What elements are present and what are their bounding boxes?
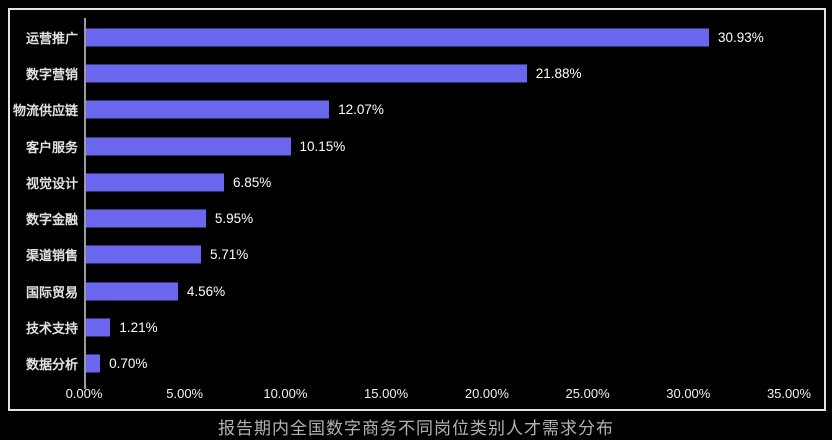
bar — [86, 281, 178, 301]
bar-row: 物流供应链 12.07% — [10, 92, 824, 128]
category-label: 数字营销 — [25, 66, 78, 82]
value-label: 12.07% — [338, 102, 384, 118]
value-label: 6.85% — [233, 174, 272, 190]
bar — [86, 63, 527, 83]
x-tick-label: 25.00% — [565, 386, 610, 401]
x-axis: 0.00% 5.00% 10.00% 15.00% 20.00% 25.00% 30.00%… — [10, 386, 824, 404]
bar-rows: 运营推广 30.93% 数字营销 21.88% 物流供应链 12.07% 客户服务 10.15… — [10, 19, 824, 382]
x-tick-label: 20.00% — [464, 386, 509, 401]
value-label: 1.21% — [119, 320, 158, 336]
bar-row: 技术支持 1.21% — [10, 309, 824, 345]
bar-row: 数据分析 0.70% — [10, 346, 824, 382]
bar-row: 数字营销 21.88% — [10, 55, 824, 91]
value-label: 10.15% — [299, 138, 346, 154]
category-label: 数字金融 — [25, 212, 78, 228]
x-tick-label: 35.00% — [766, 386, 812, 401]
value-label: 0.70% — [109, 356, 148, 372]
bar — [86, 245, 201, 265]
category-label: 运营推广 — [25, 30, 78, 46]
value-label: 4.56% — [186, 283, 226, 299]
category-label: 客户服务 — [25, 139, 78, 155]
bar — [86, 172, 224, 192]
x-tick-label: 10.00% — [263, 386, 308, 401]
x-tick-label: 30.00% — [666, 386, 711, 401]
value-label: 30.93% — [718, 29, 764, 45]
category-label: 数据分析 — [25, 357, 78, 373]
bar — [86, 318, 111, 338]
category-label: 国际贸易 — [25, 284, 78, 300]
chart-frame: 运营推广 30.93% 数字营销 21.88% 物流供应链 12.07% 客户服务 10.15… — [8, 8, 826, 411]
value-label: 5.95% — [214, 211, 254, 227]
category-label: 渠道销售 — [25, 248, 78, 264]
bar-row: 数字金融 5.95% — [10, 200, 824, 236]
bar-row: 国际贸易 4.56% — [10, 273, 824, 309]
chart-title: 报告期内全国数字商务不同岗位类别人才需求分布 — [218, 419, 614, 438]
x-tick-label: 15.00% — [364, 386, 409, 401]
bar-row: 客户服务 10.15% — [10, 128, 824, 164]
bar — [86, 100, 330, 120]
bar — [86, 27, 709, 47]
value-label: 5.71% — [210, 247, 249, 263]
bar — [86, 209, 206, 229]
x-tick-label: 5.00% — [166, 386, 204, 401]
bar-row: 视觉设计 6.85% — [10, 164, 824, 200]
y-axis-line — [84, 18, 86, 389]
category-label: 物流供应链 — [12, 103, 78, 119]
bar — [86, 354, 101, 374]
value-label: 21.88% — [535, 65, 582, 81]
category-label: 视觉设计 — [25, 175, 78, 191]
category-label: 技术支持 — [25, 321, 78, 337]
x-tick-label: 0.00% — [65, 386, 103, 401]
bar-row: 渠道销售 5.71% — [10, 237, 824, 273]
bar — [86, 136, 291, 156]
bar-row: 运营推广 30.93% — [10, 19, 824, 55]
